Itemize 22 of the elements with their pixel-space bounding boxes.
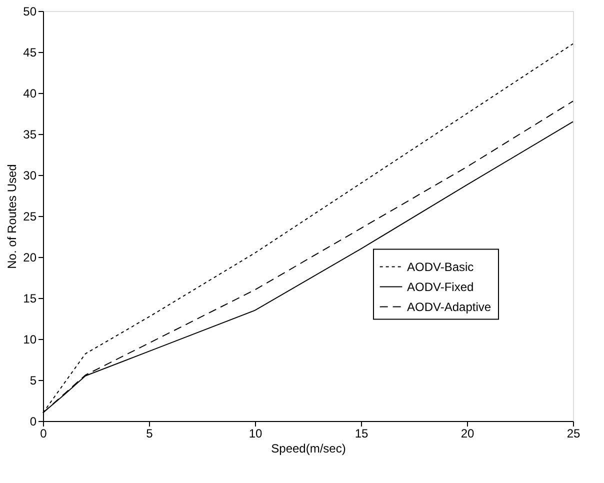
legend-label: AODV-Fixed: [407, 280, 474, 294]
y-tick-label: 45: [23, 46, 37, 60]
x-axis-title: Speed(m/sec): [271, 442, 346, 456]
y-tick-label: 20: [23, 250, 37, 264]
x-tick-label: 15: [354, 426, 368, 440]
x-tick-label: 25: [566, 426, 580, 440]
legend-label: AODV-Basic: [407, 260, 474, 274]
y-tick-label: 35: [23, 128, 37, 142]
y-tick-label: 5: [30, 374, 37, 388]
y-tick-label: 50: [23, 4, 37, 18]
x-tick-label: 20: [460, 426, 474, 440]
y-axis-title: No. of Routes Used: [5, 164, 20, 269]
y-tick-label: 30: [23, 168, 37, 182]
y-tick-label: 0: [30, 414, 37, 428]
x-tick-label: 5: [146, 426, 154, 440]
y-tick-label: 40: [23, 86, 37, 100]
y-tick-label: 15: [23, 292, 37, 306]
y-tick-label: 10: [23, 332, 37, 346]
x-tick-label: 10: [248, 426, 262, 440]
y-tick-label: 25: [23, 210, 37, 224]
legend-label: AODV-Adaptive: [407, 300, 492, 314]
x-tick-label: 0: [40, 426, 48, 440]
